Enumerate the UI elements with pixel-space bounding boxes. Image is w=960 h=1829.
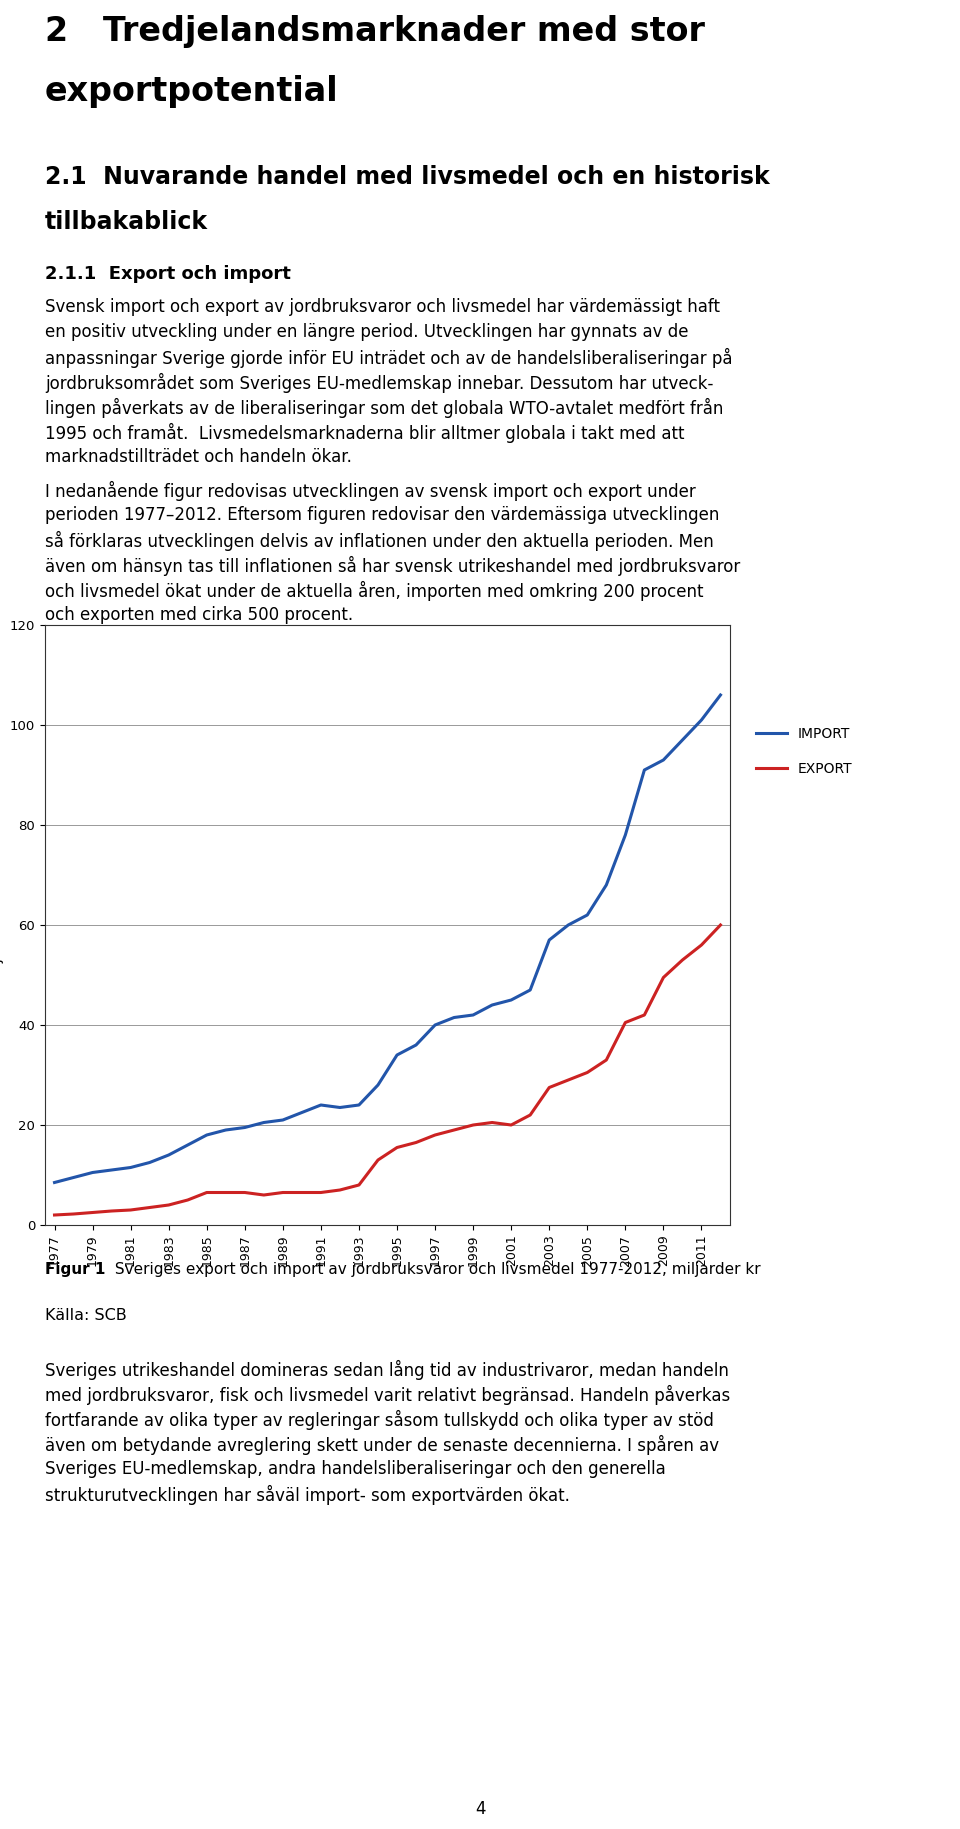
Text: en positiv utveckling under en längre period. Utvecklingen har gynnats av de: en positiv utveckling under en längre pe… (45, 324, 688, 340)
Text: med jordbruksvaror, fisk och livsmedel varit relativt begränsad. Handeln påverka: med jordbruksvaror, fisk och livsmedel v… (45, 1385, 731, 1405)
Text: 1995 och framåt.  Livsmedelsmarknaderna blir alltmer globala i takt med att: 1995 och framåt. Livsmedelsmarknaderna b… (45, 422, 684, 443)
Text: anpassningar Sverige gjorde inför EU inträdet och av de handelsliberaliseringar : anpassningar Sverige gjorde inför EU int… (45, 348, 732, 368)
Text: Sveriges export och import av jordbruksvaror och livsmedel 1977-2012, miljarder : Sveriges export och import av jordbruksv… (110, 1262, 761, 1277)
Y-axis label: Miljarder kronor: Miljarder kronor (0, 867, 5, 984)
Text: jordbruksområdet som Sveriges EU-medlemskap innebar. Dessutom har utveck-: jordbruksområdet som Sveriges EU-medlems… (45, 373, 713, 393)
Text: perioden 1977–2012. Eftersom figuren redovisar den värdemässiga utvecklingen: perioden 1977–2012. Eftersom figuren red… (45, 507, 719, 523)
Legend: IMPORT, EXPORT: IMPORT, EXPORT (751, 722, 858, 781)
Text: även om hänsyn tas till inflationen så har svensk utrikeshandel med jordbruksvar: även om hänsyn tas till inflationen så h… (45, 556, 740, 576)
Text: fortfarande av olika typer av regleringar såsom tullskydd och olika typer av stö: fortfarande av olika typer av regleringa… (45, 1410, 714, 1430)
Text: 2.1.1  Export och import: 2.1.1 Export och import (45, 265, 291, 283)
Text: tillbakablick: tillbakablick (45, 210, 208, 234)
Text: Sveriges utrikeshandel domineras sedan lång tid av industrivaror, medan handeln: Sveriges utrikeshandel domineras sedan l… (45, 1361, 729, 1381)
Text: Sveriges EU-medlemskap, andra handelsliberaliseringar och den generella: Sveriges EU-medlemskap, andra handelslib… (45, 1460, 666, 1478)
Text: 2.1  Nuvarande handel med livsmedel och en historisk: 2.1 Nuvarande handel med livsmedel och e… (45, 165, 770, 188)
Text: och livsmedel ökat under de aktuella åren, importen med omkring 200 procent: och livsmedel ökat under de aktuella åre… (45, 582, 704, 602)
Text: I nedanående figur redovisas utvecklingen av svensk import och export under: I nedanående figur redovisas utvecklinge… (45, 481, 696, 501)
Text: exportpotential: exportpotential (45, 75, 339, 108)
Text: även om betydande avreglering skett under de senaste decennierna. I spåren av: även om betydande avreglering skett unde… (45, 1436, 719, 1456)
Text: 4: 4 (475, 1800, 485, 1818)
Text: lingen påverkats av de liberaliseringar som det globala WTO-avtalet medfört från: lingen påverkats av de liberaliseringar … (45, 399, 724, 419)
Text: Svensk import och export av jordbruksvaror och livsmedel har värdemässigt haft: Svensk import och export av jordbruksvar… (45, 298, 720, 316)
Text: Källa: SCB: Källa: SCB (45, 1308, 127, 1322)
Text: strukturutvecklingen har såväl import- som exportvärden ökat.: strukturutvecklingen har såväl import- s… (45, 1485, 570, 1505)
Text: så förklaras utvecklingen delvis av inflationen under den aktuella perioden. Men: så förklaras utvecklingen delvis av infl… (45, 530, 714, 551)
Text: 2   Tredjelandsmarknader med stor: 2 Tredjelandsmarknader med stor (45, 15, 705, 48)
Text: Figur 1: Figur 1 (45, 1262, 106, 1277)
Text: och exporten med cirka 500 procent.: och exporten med cirka 500 procent. (45, 605, 353, 624)
Text: marknadstillträdet och handeln ökar.: marknadstillträdet och handeln ökar. (45, 448, 352, 466)
